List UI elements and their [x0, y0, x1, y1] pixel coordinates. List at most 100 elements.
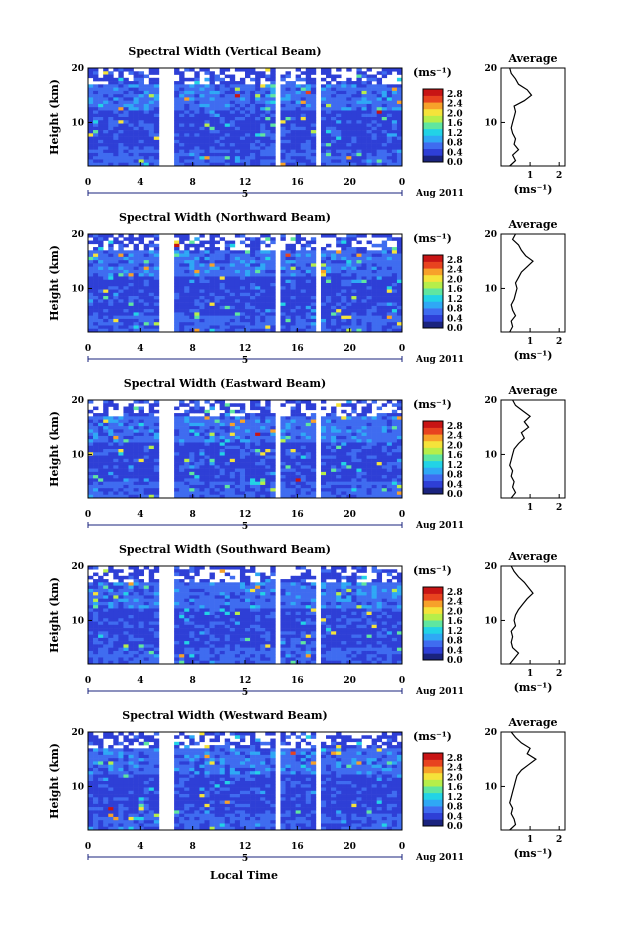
heatmap-cell: [290, 113, 296, 118]
heatmap-cell: [305, 426, 312, 430]
colorbar-swatch: [423, 142, 443, 150]
heatmap-cell: [123, 269, 129, 274]
heatmap-cell: [280, 289, 286, 294]
heatmap-cell: [305, 462, 312, 466]
heatmap-cell: [260, 491, 266, 496]
heatmap-cell: [128, 478, 134, 482]
heatmap-cell: [270, 465, 276, 469]
heatmap-cell: [300, 247, 307, 251]
heatmap-cell: [118, 419, 124, 424]
heatmap-cell: [108, 439, 114, 443]
heatmap-cell: [229, 468, 236, 473]
heatmap-cell: [346, 305, 352, 310]
heatmap-cell: [285, 468, 291, 473]
heatmap-cell: [376, 452, 383, 456]
heatmap-cell: [326, 435, 332, 440]
heatmap-cell: [320, 279, 327, 284]
heatmap-cell: [189, 68, 195, 72]
heatmap-cell: [320, 322, 327, 326]
heatmap-cell: [204, 107, 210, 111]
y-axis-label: Height (km): [48, 79, 61, 155]
heatmap-cell: [336, 318, 342, 323]
heatmap-cell: [396, 256, 403, 261]
heatmap-cell: [204, 445, 210, 450]
heatmap-cell: [356, 422, 362, 427]
heatmap-cell: [239, 273, 246, 277]
heatmap-cell: [341, 455, 347, 460]
heatmap-cell: [366, 286, 372, 290]
heatmap-cell: [255, 71, 261, 75]
heatmap-cell: [336, 416, 342, 420]
heatmap-cell: [214, 455, 220, 460]
heatmap-cell: [371, 315, 377, 320]
heatmap-cell: [341, 273, 347, 277]
heatmap-cell: [194, 445, 200, 450]
heatmap-cell: [138, 276, 145, 281]
heatmap-cell: [305, 422, 312, 427]
heatmap-cell: [138, 84, 145, 88]
heatmap-cell: [194, 159, 200, 164]
heatmap-cell: [224, 84, 231, 88]
heatmap-cell: [290, 439, 296, 443]
heatmap-cell: [295, 136, 302, 141]
heatmap-cell: [234, 87, 241, 92]
heatmap-cell: [123, 90, 129, 95]
heatmap-cell: [174, 146, 180, 150]
heatmap-cell: [199, 449, 205, 453]
heatmap-cell: [320, 445, 327, 450]
heatmap-cell: [128, 130, 134, 134]
heatmap-cell: [133, 283, 139, 287]
heatmap-cell: [250, 452, 256, 456]
heatmap-cell: [386, 162, 393, 167]
heatmap-cell: [320, 296, 327, 300]
heatmap-cell: [391, 266, 398, 271]
heatmap-cell: [103, 429, 109, 433]
heatmap-cell: [184, 113, 190, 118]
heatmap-cell: [376, 422, 383, 427]
heatmap-cell: [133, 263, 139, 267]
heatmap-cell: [245, 84, 251, 88]
heatmap-cell: [391, 256, 398, 261]
heatmap-cell: [98, 296, 104, 300]
heatmap-cell: [386, 299, 393, 303]
heatmap-cell: [214, 419, 220, 424]
heatmap-cell: [113, 494, 119, 499]
heatmap-cell: [239, 569, 246, 573]
heatmap-cell: [396, 279, 403, 284]
heatmap-cell: [305, 435, 312, 440]
heatmap-cell: [336, 328, 342, 333]
heatmap-cell: [255, 120, 261, 124]
heatmap-cell: [376, 133, 383, 137]
heatmap-cell: [381, 162, 388, 167]
heatmap-cell: [199, 491, 205, 496]
heatmap-cell: [381, 110, 388, 115]
heatmap-cell: [295, 315, 302, 320]
heatmap-cell: [326, 478, 332, 482]
heatmap-cell: [93, 452, 99, 456]
heatmap-cell: [179, 488, 185, 492]
heatmap-cell: [336, 449, 342, 453]
heatmap-cell: [386, 445, 393, 450]
heatmap-cell: [346, 130, 352, 134]
heatmap-cell: [108, 123, 114, 128]
heatmap-cell: [214, 318, 220, 323]
heatmap-cell: [310, 253, 317, 258]
heatmap-cell: [199, 234, 205, 238]
heatmap-cell: [153, 149, 160, 154]
heatmap-cell: [295, 302, 302, 307]
heatmap-cell: [391, 442, 398, 447]
heatmap-cell: [219, 439, 226, 443]
heatmap-cell: [138, 120, 145, 124]
heatmap-cell: [386, 71, 393, 75]
heatmap-cell: [179, 481, 185, 486]
heatmap-cell: [255, 465, 261, 469]
heatmap-cell: [118, 458, 124, 463]
heatmap-cell: [184, 429, 190, 433]
heatmap-cell: [184, 475, 190, 479]
heatmap-cell: [305, 471, 312, 476]
heatmap-cell: [184, 90, 190, 95]
heatmap-cell: [98, 107, 104, 111]
heatmap-cell: [143, 566, 150, 570]
heatmap-cell: [341, 253, 347, 258]
heatmap-cell: [204, 94, 210, 98]
